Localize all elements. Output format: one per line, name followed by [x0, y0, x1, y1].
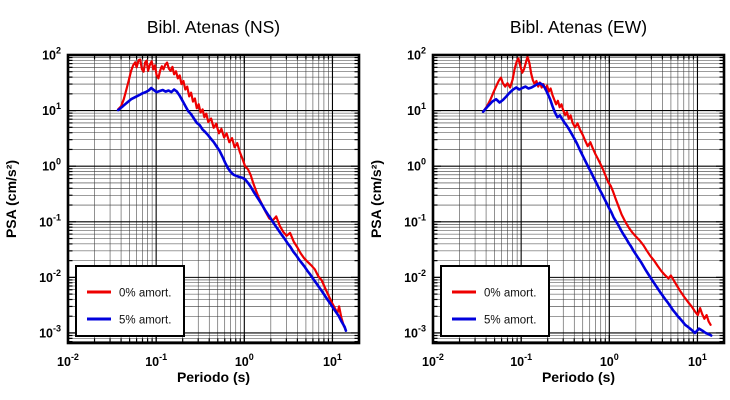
y-tick-label: 101 — [42, 101, 61, 118]
plot-title: Bibl. Atenas (EW) — [510, 17, 647, 37]
legend-label: 5% amort. — [484, 315, 536, 327]
x-axis-label: Periodo (s) — [542, 369, 615, 385]
y-tick-label: 10-1 — [404, 212, 426, 229]
y-axis-label: PSA (cm/s²) — [368, 160, 384, 238]
plot-frame — [66, 53, 361, 345]
y-tick-label: 101 — [407, 101, 426, 118]
x-tick-label: 10-1 — [145, 352, 167, 369]
plot-title: Bibl. Atenas (NS) — [147, 17, 280, 37]
psa-chart-ew: 0% amort. 5% amort. Bibl. Atenas (EW) Perio… — [368, 17, 726, 385]
x-axis-label: Periodo (s) — [177, 369, 250, 385]
legend-label: 5% amort. — [119, 315, 171, 327]
x-tick-label: 101 — [323, 352, 342, 369]
x-tick-label: 10-2 — [57, 352, 79, 369]
curve-0-amort — [117, 58, 346, 328]
series-curves — [481, 55, 713, 337]
series-curves — [116, 58, 348, 332]
y-tick-label: 100 — [407, 157, 426, 174]
x-tick-label: 100 — [600, 352, 619, 369]
legend: 0% amort. 5% amort. — [440, 265, 550, 337]
curve-5-amort — [481, 82, 713, 337]
x-tick-label: 10-1 — [510, 352, 532, 369]
y-tick-label: 10-2 — [404, 268, 426, 285]
curve-0-amort — [482, 55, 712, 326]
legend-box — [75, 265, 185, 337]
legend-label: 0% amort. — [484, 288, 536, 300]
y-tick-label: 10-3 — [39, 323, 61, 340]
y-tick-label: 10-2 — [39, 268, 61, 285]
legend-box — [440, 265, 550, 337]
x-tick-label: 101 — [688, 352, 707, 369]
plot-frame — [431, 53, 726, 345]
legend-label: 0% amort. — [119, 288, 171, 300]
y-tick-label: 100 — [42, 157, 61, 174]
x-tick-label: 100 — [235, 352, 254, 369]
y-tick-label: 10-3 — [404, 323, 426, 340]
x-tick-label: 10-2 — [422, 352, 444, 369]
y-tick-label: 102 — [42, 46, 61, 63]
legend: 0% amort. 5% amort. — [75, 265, 185, 337]
psa-chart-ns: 0% amort. 5% amort. Bibl. Atenas (NS) Perio… — [3, 17, 361, 385]
y-tick-label: 102 — [407, 46, 426, 63]
y-tick-label: 10-1 — [39, 212, 61, 229]
curve-5-amort — [116, 86, 348, 332]
y-axis-label: PSA (cm/s²) — [3, 160, 19, 238]
